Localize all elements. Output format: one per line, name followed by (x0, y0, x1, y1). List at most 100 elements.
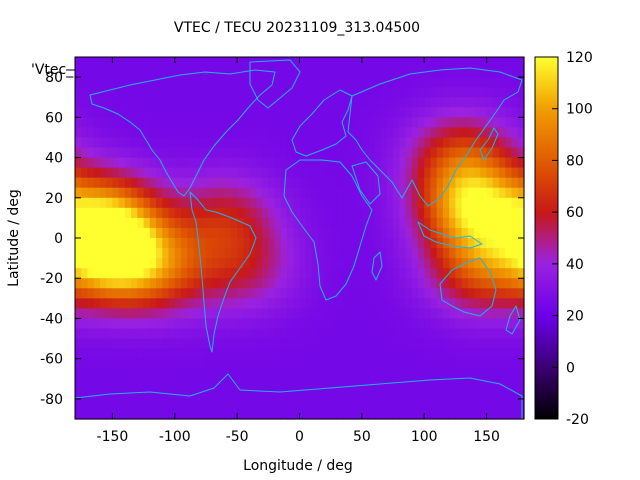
heatmap-cell (280, 388, 288, 400)
heatmap-cell (399, 248, 407, 259)
heatmap-cell (237, 167, 244, 179)
heatmap-cell (417, 258, 425, 269)
heatmap-cell (511, 348, 519, 360)
heatmap-cell (467, 57, 475, 68)
heatmap-cell (430, 187, 438, 199)
heatmap-cell (393, 368, 400, 380)
heatmap-cell (399, 177, 407, 189)
heatmap-cell (224, 77, 232, 88)
heatmap-cell (143, 308, 151, 320)
heatmap-cell (442, 388, 450, 400)
heatmap-cell (299, 207, 307, 219)
heatmap-cell (212, 147, 220, 159)
heatmap-cell (386, 137, 394, 149)
heatmap-cell (324, 278, 332, 289)
heatmap-cell (293, 308, 301, 320)
coastline-japan (479, 127, 499, 161)
heatmap-cell (492, 368, 500, 380)
heatmap-cell (455, 378, 463, 390)
heatmap-cell (386, 67, 394, 78)
heatmap-cell (75, 348, 82, 360)
heatmap-cell (505, 197, 513, 209)
heatmap-cell (243, 388, 251, 400)
heatmap-cell (249, 408, 257, 420)
heatmap-cell (430, 67, 438, 78)
heatmap-cell (386, 408, 394, 420)
heatmap-cell (124, 87, 132, 98)
heatmap-cell (199, 187, 207, 199)
heatmap-cell (467, 328, 475, 340)
heatmap-cell (81, 197, 89, 209)
heatmap-cell (249, 117, 257, 128)
heatmap-cell (511, 388, 519, 400)
heatmap-cell (405, 258, 413, 269)
heatmap-cell (181, 278, 188, 289)
heatmap-cell (243, 378, 251, 390)
heatmap-cell (112, 137, 120, 149)
heatmap-cell (137, 57, 145, 68)
heatmap-cell (255, 348, 263, 360)
heatmap-cell (474, 167, 481, 179)
heatmap-cell (75, 298, 82, 309)
heatmap-cell (455, 398, 463, 410)
heatmap-cell (349, 268, 357, 279)
heatmap-cell (424, 388, 432, 400)
heatmap-cell (417, 157, 425, 169)
heatmap-cell (262, 398, 269, 410)
heatmap-cell (368, 187, 375, 199)
heatmap-cell (168, 167, 176, 179)
heatmap-cell (374, 67, 382, 78)
heatmap-cell (255, 268, 263, 279)
heatmap-cell (293, 67, 301, 78)
heatmap-cell (280, 398, 288, 410)
heatmap-cell (449, 157, 457, 169)
heatmap-cell (461, 207, 469, 219)
heatmap-cell (386, 127, 394, 139)
heatmap-cell (318, 77, 326, 88)
heatmap-cell (399, 137, 407, 149)
heatmap-cell (449, 288, 457, 299)
heatmap-cell (75, 177, 82, 189)
y-axis-label: Latitude / deg (6, 189, 22, 287)
heatmap-cell (118, 57, 126, 68)
heatmap-cell (349, 338, 357, 350)
heatmap-cell (480, 358, 488, 370)
heatmap-cell (492, 127, 500, 139)
heatmap-cell (480, 107, 488, 118)
heatmap-cell (393, 298, 400, 309)
heatmap-cell (137, 177, 145, 189)
heatmap-cell (474, 408, 481, 420)
heatmap-cell (230, 57, 238, 68)
heatmap-cell (112, 57, 120, 68)
heatmap-cell (368, 87, 375, 98)
heatmap-cell (268, 217, 276, 229)
heatmap-cell (243, 187, 251, 199)
heatmap-cell (330, 338, 338, 350)
heatmap-cell (193, 107, 201, 118)
heatmap-cell (174, 187, 182, 199)
heatmap-cell (343, 338, 350, 350)
heatmap-cell (368, 57, 375, 68)
heatmap-cell (442, 207, 450, 219)
heatmap-cell (237, 137, 244, 149)
heatmap-cell (499, 368, 506, 380)
heatmap-cell (243, 358, 251, 370)
heatmap-cell (199, 258, 207, 269)
heatmap-cell (386, 348, 394, 360)
heatmap-cell (305, 117, 313, 128)
heatmap-cell (293, 77, 301, 88)
heatmap-cell (181, 187, 188, 199)
heatmap-cell (436, 368, 444, 380)
heatmap-cell (193, 147, 201, 159)
heatmap-cell (368, 398, 375, 410)
heatmap-cell (430, 388, 438, 400)
heatmap-cell (455, 187, 463, 199)
heatmap-cell (218, 197, 226, 209)
heatmap-cell (137, 388, 145, 400)
heatmap-cell (199, 57, 207, 68)
heatmap-cell (287, 388, 294, 400)
heatmap-cell (374, 358, 382, 370)
heatmap-cell (205, 408, 213, 420)
heatmap-cell (393, 408, 400, 420)
heatmap-cell (75, 147, 82, 159)
